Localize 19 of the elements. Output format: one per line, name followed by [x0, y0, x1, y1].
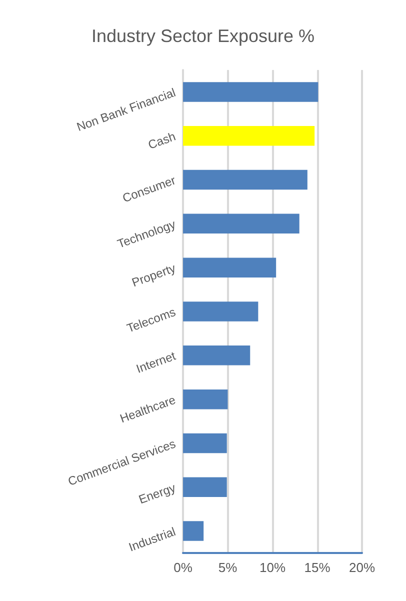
y-tick-label: Energy	[136, 480, 178, 507]
bar	[183, 126, 315, 146]
bar	[183, 302, 258, 322]
bar	[183, 389, 228, 410]
x-tick-label: 10%	[259, 560, 286, 575]
x-tick-label: 0%	[174, 560, 193, 575]
x-tick-label: 20%	[348, 560, 376, 575]
chart-title: Industry Sector Exposure %	[91, 26, 315, 46]
bar	[183, 214, 300, 234]
bar	[183, 82, 318, 102]
y-tick-label: Cash	[146, 129, 178, 152]
bar	[183, 346, 250, 366]
bar	[183, 170, 308, 190]
bar	[183, 477, 227, 498]
x-tick-label: 5%	[218, 560, 238, 575]
x-tick-label: 15%	[304, 560, 331, 575]
bar	[183, 433, 227, 454]
bar	[183, 521, 204, 541]
bar	[183, 258, 276, 278]
